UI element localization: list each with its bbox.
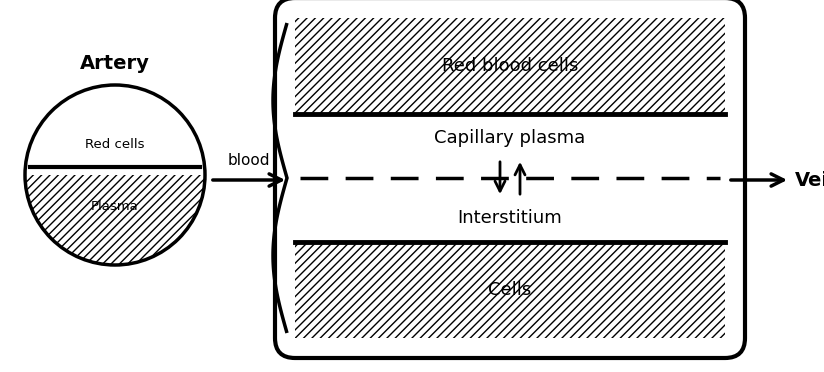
Text: Plasma: Plasma — [91, 201, 139, 214]
Circle shape — [25, 85, 205, 265]
Bar — [295, 18, 725, 114]
FancyBboxPatch shape — [275, 0, 745, 358]
Text: Red blood cells: Red blood cells — [442, 57, 578, 75]
Bar — [25, 85, 205, 167]
Bar — [295, 242, 725, 338]
Text: Artery: Artery — [80, 54, 150, 73]
Text: Vein: Vein — [795, 170, 824, 189]
Text: blood: blood — [227, 153, 270, 168]
Text: Interstitium: Interstitium — [457, 209, 562, 227]
Text: Capillary plasma: Capillary plasma — [434, 129, 586, 147]
Text: Cells: Cells — [489, 281, 531, 299]
Text: Red cells: Red cells — [85, 138, 145, 151]
